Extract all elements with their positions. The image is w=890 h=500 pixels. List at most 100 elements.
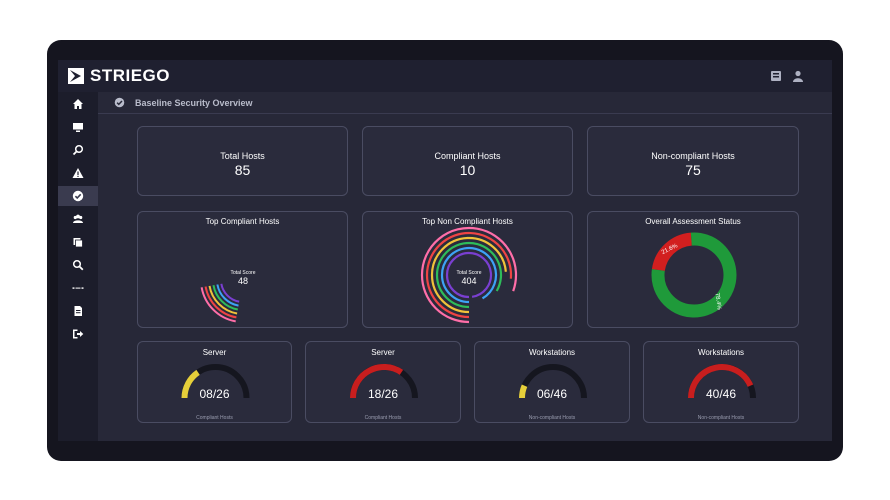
- app-screen: STRIEGO: [58, 60, 832, 441]
- reports-icon: [73, 238, 83, 248]
- chart-card-top-compliant: Top Compliant Hosts Total Score 48: [137, 211, 348, 328]
- stat-value: 75: [685, 162, 701, 178]
- gauge-chart: [688, 364, 756, 399]
- sidebar: [58, 92, 98, 441]
- radial-bar: [212, 285, 238, 311]
- check-circle-icon: [72, 190, 84, 202]
- chart-title: Top Non Compliant Hosts: [422, 217, 513, 226]
- gauge-caption: Compliant Hosts: [196, 415, 233, 421]
- gauge-track: [519, 364, 587, 399]
- stat-card-non-compliant-hosts[interactable]: Non-compliant Hosts 75: [587, 126, 799, 196]
- breadcrumb: Baseline Security Overview: [98, 92, 832, 114]
- stat-value: 10: [459, 162, 476, 178]
- gauge-value: 08/26: [199, 387, 230, 401]
- radial-bar: [440, 246, 498, 300]
- gauge-title: Workstations: [697, 348, 745, 357]
- gauge-caption: Compliant Hosts: [364, 415, 402, 421]
- total-score-value: 404: [461, 276, 477, 286]
- sidebar-item-more[interactable]: [58, 278, 98, 298]
- gauge-card-workstations-non-compliant: Workstations 06/46 Non-compliant Hosts: [474, 341, 630, 423]
- sidebar-item-home[interactable]: [58, 94, 98, 114]
- gauge-chart: [181, 364, 250, 399]
- user-icon[interactable]: [792, 69, 804, 82]
- radial-bar: [200, 287, 236, 323]
- stat-label: Total Hosts: [220, 151, 265, 161]
- sidebar-item-reports[interactable]: [58, 232, 98, 252]
- sidebar-item-search[interactable]: [58, 140, 98, 160]
- logo[interactable]: STRIEGO: [68, 66, 170, 86]
- gauge-value: 40/46: [705, 387, 737, 401]
- users-icon: [73, 214, 83, 223]
- radial-bar: [430, 274, 470, 314]
- radial-bar: [216, 284, 239, 307]
- top-bar: STRIEGO: [58, 60, 832, 92]
- gauge-fill: [519, 384, 528, 399]
- total-score-caption: Total Score: [230, 270, 256, 276]
- gauge-fill: [688, 364, 754, 399]
- magnifier-icon: [72, 259, 84, 271]
- radial-bar: [435, 241, 503, 292]
- gauge-caption: Non-compliant Hosts: [697, 415, 745, 421]
- radial-bar: [220, 283, 240, 303]
- radial-bar: [445, 251, 493, 298]
- radial-bar: [440, 274, 470, 304]
- donut-segment: [651, 232, 693, 272]
- total-score-value: 48: [237, 276, 248, 286]
- app-name: STRIEGO: [90, 66, 171, 85]
- radial-bar: [430, 236, 507, 276]
- sidebar-item-baseline[interactable]: [58, 186, 98, 206]
- sidebar-item-magnifier[interactable]: [58, 255, 98, 275]
- stat-value: 85: [234, 162, 251, 178]
- radial-bar: [420, 274, 470, 324]
- chart-card-overall-assessment: Overall Assessment Status 21.6% 78.4%: [587, 211, 799, 328]
- check-circle-icon: [114, 97, 125, 108]
- sidebar-item-monitor[interactable]: [58, 117, 98, 137]
- radial-bar: [425, 274, 470, 319]
- overall-assessment-donut: 21.6%78.4%: [651, 232, 737, 318]
- gauge-title: Server: [202, 348, 227, 357]
- monitor-icon: [73, 123, 83, 132]
- radial-bar: [204, 286, 237, 319]
- gauge-fill: [350, 364, 404, 399]
- donut-label: 78.4%: [713, 293, 721, 311]
- gauge-chart: [350, 364, 418, 399]
- gauge-chart: [519, 364, 587, 399]
- gauge-card-server-compliant: Server 08/26 Compliant Hosts: [137, 341, 292, 423]
- radial-bar: [435, 274, 470, 309]
- chart-title: Overall Assessment Status: [645, 217, 741, 226]
- chart-card-top-non-compliant: Top Non Compliant Hosts Total Score 404: [362, 211, 573, 328]
- radial-bar: [425, 231, 513, 279]
- home-icon: [73, 99, 83, 109]
- search-icon: [72, 144, 84, 156]
- total-score-caption: Total Score: [456, 270, 482, 276]
- donut-segment: [651, 232, 737, 318]
- sidebar-item-logout[interactable]: [58, 324, 98, 344]
- top-compliant-radial-chart: [200, 283, 240, 323]
- sidebar-item-warning[interactable]: [58, 163, 98, 183]
- striego-logo-icon: [68, 68, 84, 84]
- gauge-card-server-compliant-2: Server 18/26 Compliant Hosts: [305, 341, 461, 423]
- stat-card-compliant-hosts[interactable]: Compliant Hosts 10: [362, 126, 573, 196]
- gauge-value: 06/46: [536, 387, 568, 401]
- sidebar-item-users[interactable]: [58, 209, 98, 229]
- sidebar-item-documents[interactable]: [58, 301, 98, 321]
- gauge-caption: Non-compliant Hosts: [528, 415, 576, 421]
- stat-label: Non-compliant Hosts: [651, 151, 735, 161]
- radial-bar: [420, 226, 518, 292]
- notifications-icon[interactable]: [770, 69, 782, 81]
- chart-title: Top Compliant Hosts: [205, 217, 280, 226]
- page-title: Baseline Security Overview: [135, 97, 253, 108]
- gauge-value: 18/26: [367, 387, 399, 401]
- gauge-title: Workstations: [528, 348, 576, 357]
- top-non-compliant-radial-chart: [420, 226, 518, 324]
- stat-label: Compliant Hosts: [434, 151, 501, 161]
- logout-icon: [73, 329, 84, 339]
- radial-bar: [445, 274, 470, 299]
- document-icon: [74, 306, 82, 316]
- dots-icon: [72, 287, 84, 289]
- stat-card-total-hosts[interactable]: Total Hosts 85: [137, 126, 348, 196]
- gauge-fill: [181, 369, 200, 399]
- warning-icon: [72, 168, 84, 178]
- total-score-label: Total Score 48: [223, 270, 263, 286]
- radial-bar: [208, 285, 238, 315]
